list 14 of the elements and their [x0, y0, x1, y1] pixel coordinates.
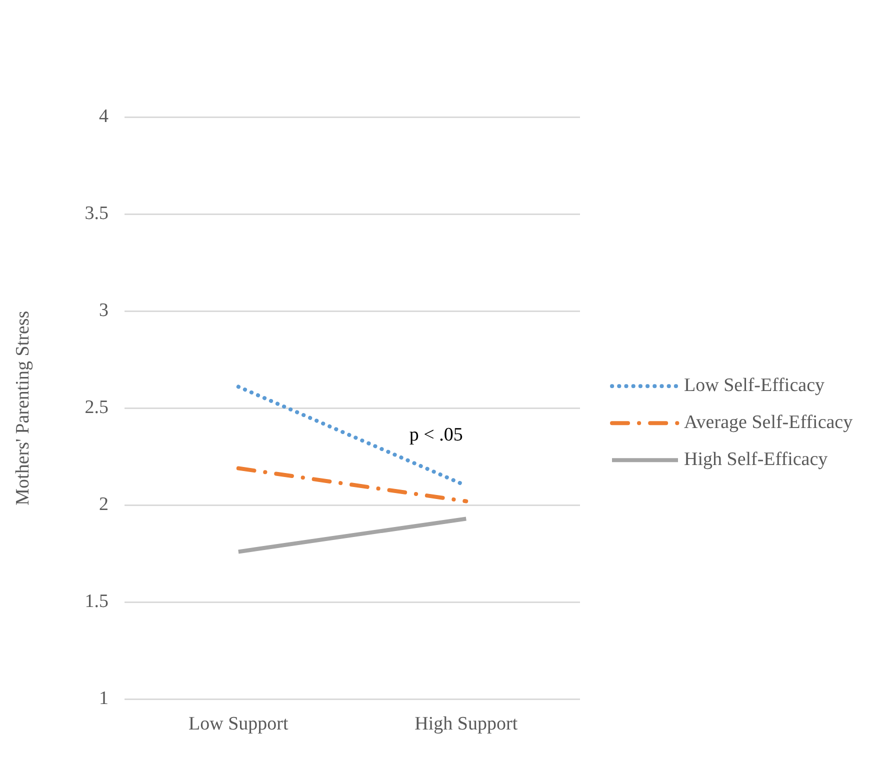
- legend-label: High Self-Efficacy: [684, 449, 828, 470]
- annotation: p < .05: [409, 424, 463, 446]
- y-tick-label: 1.5: [84, 591, 109, 612]
- x-tick-label: High Support: [414, 714, 518, 735]
- x-tick-label: Low Support: [188, 714, 290, 735]
- legend-label: Low Self-Efficacy: [684, 375, 826, 396]
- y-tick-label: 3: [99, 300, 109, 322]
- y-tick-label: 4: [99, 106, 110, 127]
- y-tick-label: 1: [99, 688, 109, 710]
- y-tick-label: 3.5: [84, 203, 109, 224]
- legend-label: Average Self-Efficacy: [684, 412, 854, 434]
- y-tick-label: 2: [99, 494, 109, 516]
- y-tick-label: 2.5: [84, 397, 109, 418]
- y-axis-title: Mothers' Parenting Stress: [12, 310, 34, 506]
